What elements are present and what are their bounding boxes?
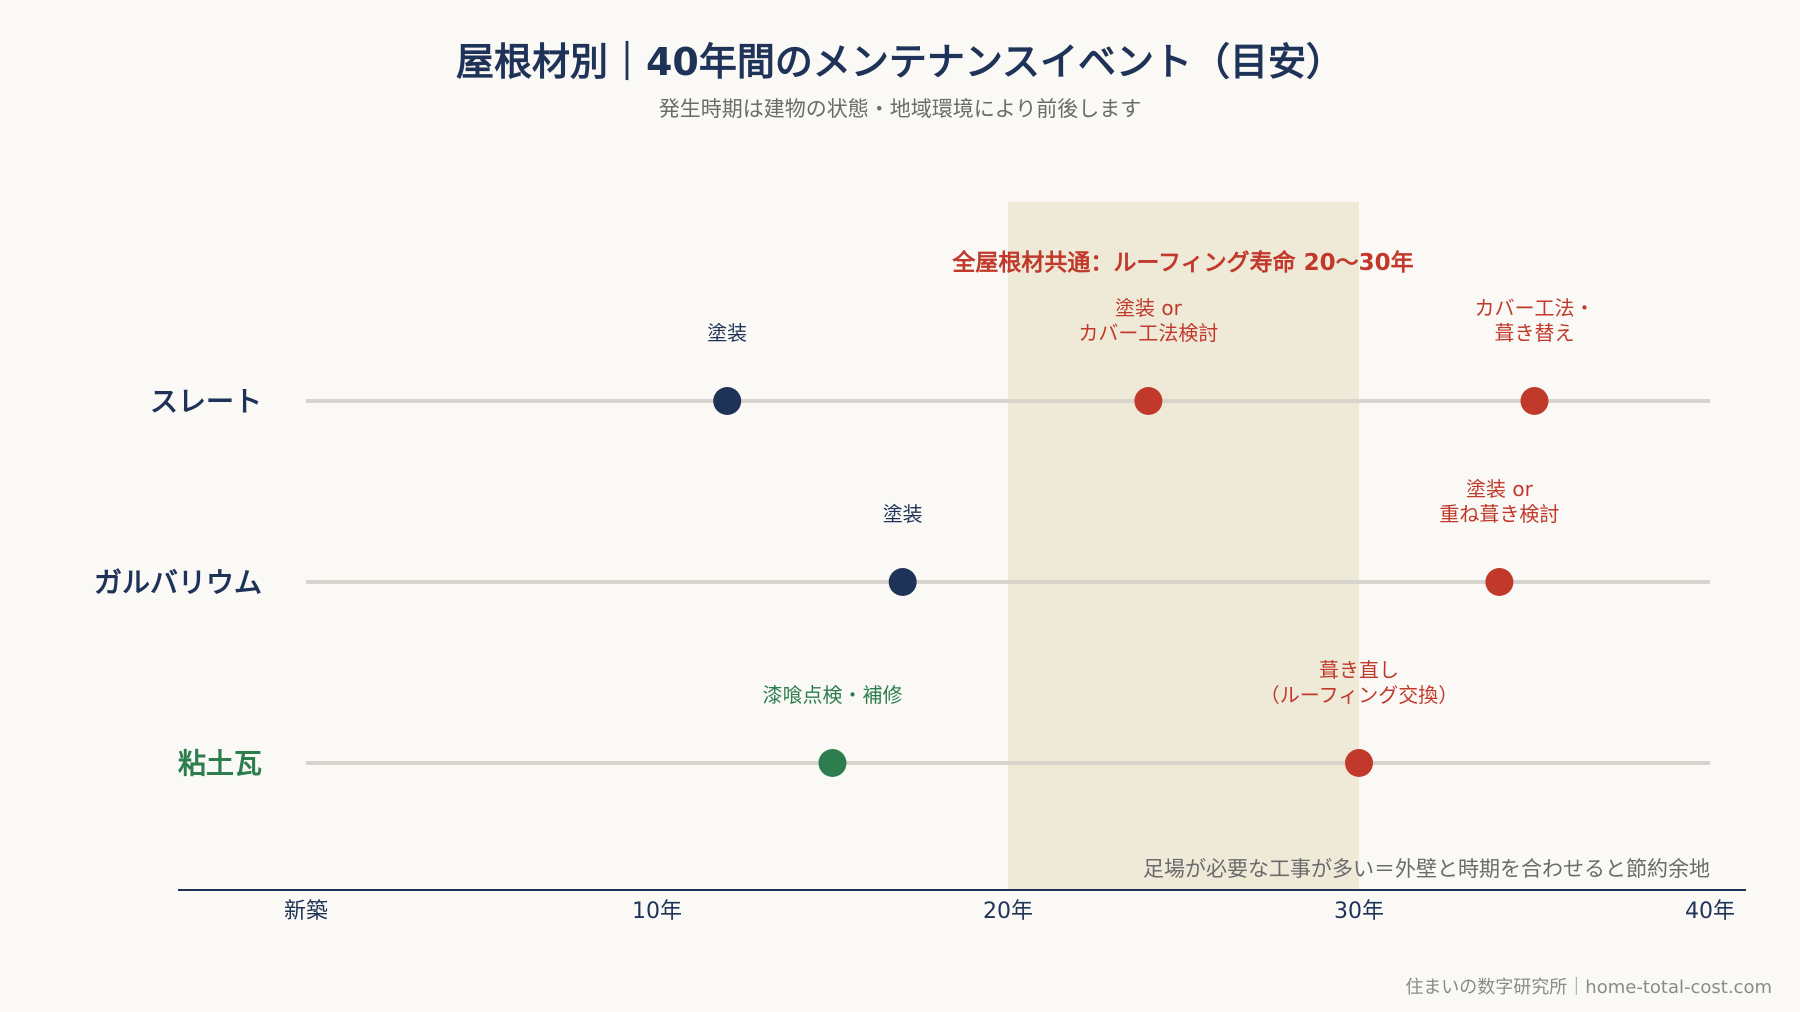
- x-tick-label: 30年: [1334, 899, 1384, 924]
- x-tick-label: 40年: [1685, 899, 1735, 924]
- event-label: 塗装 or: [1466, 477, 1534, 501]
- event-label: 塗装 or: [1115, 296, 1183, 320]
- event-label: 葺き直し: [1319, 658, 1399, 682]
- event-point: [818, 749, 847, 777]
- roofing-lifespan-band: [1008, 202, 1359, 890]
- x-tick-label: 新築: [284, 899, 328, 924]
- event-label: 塗装: [883, 502, 923, 526]
- series-label: 粘土瓦: [178, 747, 262, 780]
- band-label: 全屋根材共通：ルーフィング寿命 20〜30年: [951, 249, 1413, 276]
- event-point: [1485, 568, 1514, 596]
- event-point: [713, 387, 742, 415]
- x-tick-label: 10年: [632, 899, 682, 924]
- event-label: カバー工法検討: [1078, 321, 1218, 345]
- event-label: （ルーフィング交換）: [1260, 683, 1458, 707]
- event-label: カバー工法・: [1475, 296, 1595, 320]
- chart-note: 足場が必要な工事が多い＝外壁と時期を合わせると節約余地: [1143, 857, 1710, 881]
- event-label: 重ね葺き検討: [1439, 502, 1559, 526]
- chart-subtitle: 発生時期は建物の状態・地域環境により前後します: [659, 97, 1142, 121]
- series-label: ガルバリウム: [94, 566, 262, 599]
- event-point: [1345, 749, 1373, 777]
- x-tick-label: 20年: [983, 899, 1033, 924]
- footer-credit: 住まいの数字研究所｜home-total-cost.com: [1405, 977, 1772, 998]
- event-label: 塗装: [707, 321, 747, 345]
- chart-title: 屋根材別｜40年間のメンテナンスイベント（目安）: [456, 40, 1344, 84]
- event-label: 葺き替え: [1495, 321, 1575, 345]
- event-point: [888, 568, 917, 596]
- event-point: [1520, 387, 1549, 415]
- series-label: スレート: [150, 385, 262, 418]
- event-label: 漆喰点検・補修: [763, 683, 903, 707]
- event-point: [1134, 387, 1163, 415]
